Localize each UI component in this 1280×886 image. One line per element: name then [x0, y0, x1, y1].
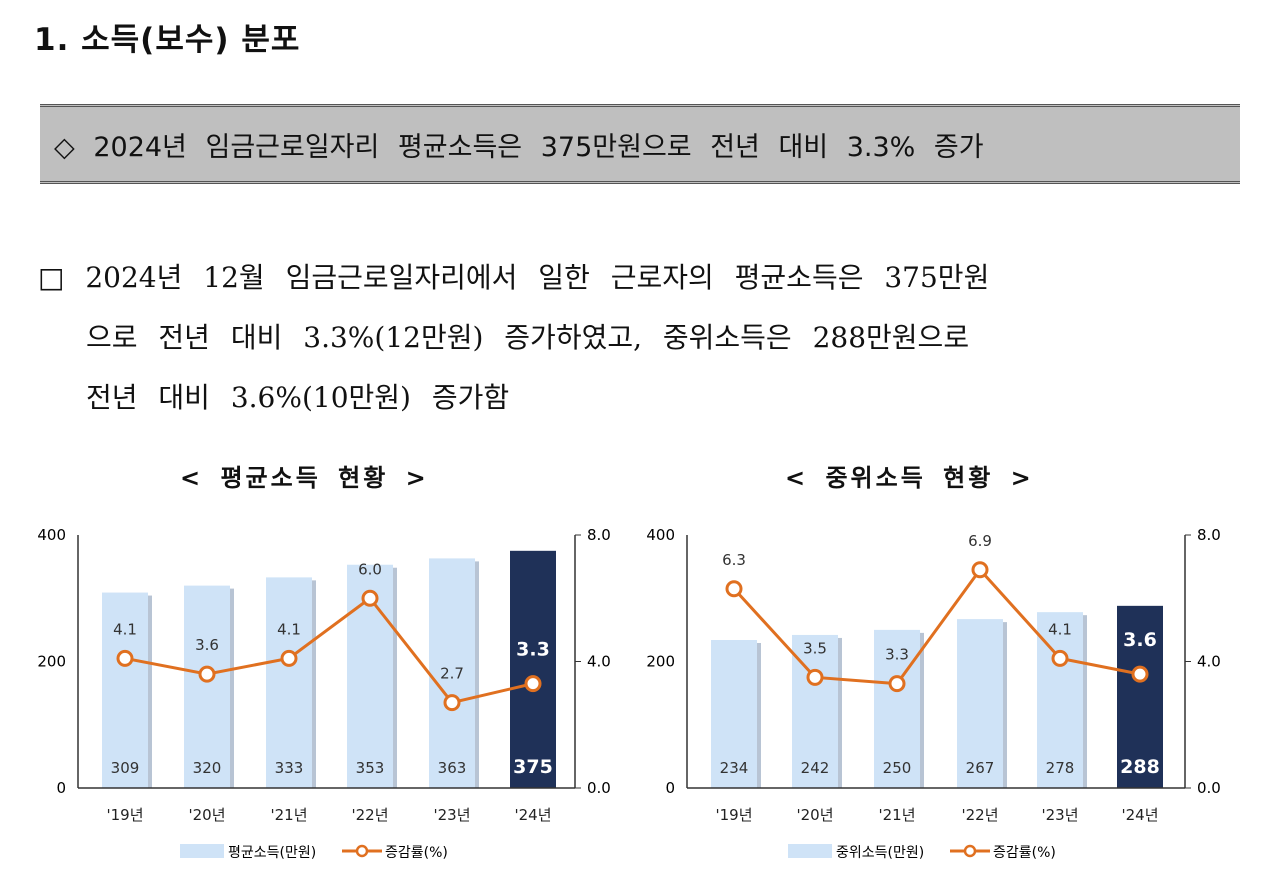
- legend-bar-label: 중위소득(만원): [836, 845, 924, 861]
- rate-label: 6.0: [358, 560, 382, 578]
- rate-label: 4.1: [277, 620, 301, 638]
- x-tick-label: '21년: [270, 806, 307, 824]
- right-tick-label: 4.0: [1197, 653, 1221, 671]
- body-paragraph: □ 2024년 12월 임금근로일자리에서 일한 근로자의 평균소득은 375만…: [38, 248, 1238, 428]
- legend-bar-swatch: [180, 844, 224, 858]
- rate-label: 6.3: [722, 551, 746, 569]
- rate-label: 3.5: [803, 639, 827, 657]
- rate-label: 4.1: [1048, 620, 1072, 638]
- left-tick-label: 0: [56, 779, 66, 797]
- x-tick-label: '22년: [961, 806, 998, 824]
- bar-value-label: 363: [438, 759, 467, 777]
- rate-marker: [1131, 665, 1149, 683]
- x-tick-label: '20년: [188, 806, 225, 824]
- paragraph-line: 으로 전년 대비 3.3%(12만원) 증가하였고, 중위소득은 288만원으로: [86, 321, 970, 354]
- rate-marker: [725, 580, 743, 598]
- bar-value-label: 309: [111, 759, 140, 777]
- legend-line-label: 증감률(%): [993, 845, 1056, 861]
- rate-marker: [361, 589, 379, 607]
- bar: [711, 639, 757, 788]
- rate-marker: [198, 665, 216, 683]
- rate-label: 6.9: [968, 532, 992, 550]
- bar: [1117, 605, 1163, 788]
- summary-box: ◇ 2024년 임금근로일자리 평균소득은 375만원으로 전년 대비 3.3%…: [40, 104, 1240, 184]
- paragraph-line: 전년 대비 3.6%(10만원) 증가함: [86, 381, 510, 414]
- rate-marker: [1051, 649, 1069, 667]
- x-tick-label: '24년: [1121, 806, 1158, 824]
- bar: [102, 592, 148, 788]
- bar-value-label: 320: [193, 759, 222, 777]
- rate-label: 3.6: [195, 636, 219, 654]
- bar-value-label: 250: [883, 759, 912, 777]
- bar-value-label: 353: [356, 759, 385, 777]
- bar-value-label: 333: [275, 759, 304, 777]
- x-tick-label: '19년: [106, 806, 143, 824]
- bar: [184, 585, 230, 788]
- legend-line-marker: [355, 844, 369, 858]
- rate-line: [124, 596, 534, 705]
- left-tick-label: 0: [665, 779, 675, 797]
- chart-title-average: < 평균소득 현황 >: [180, 464, 429, 492]
- left-tick-label: 400: [37, 526, 66, 544]
- paragraph-line: □ 2024년 12월 임금근로일자리에서 일한 근로자의 평균소득은 375만…: [38, 261, 990, 294]
- right-tick-label: 8.0: [587, 526, 611, 544]
- rate-line: [732, 567, 1141, 686]
- summary-text: ◇ 2024년 임금근로일자리 평균소득은 375만원으로 전년 대비 3.3%…: [54, 131, 984, 163]
- left-tick-label: 200: [646, 653, 675, 671]
- rate-label: 3.6: [1123, 629, 1157, 651]
- bar-value-label: 375: [513, 756, 553, 778]
- rate-label: 3.3: [885, 646, 909, 664]
- x-tick-label: '24년: [514, 806, 551, 824]
- rate-label: 2.7: [440, 665, 464, 683]
- bar: [957, 619, 1003, 788]
- bar: [429, 558, 475, 788]
- chart-title-median: < 중위소득 현황 >: [785, 464, 1034, 492]
- legend-line-marker: [963, 844, 977, 858]
- x-tick-label: '21년: [878, 806, 915, 824]
- bar-value-label: 267: [966, 759, 995, 777]
- median-income-chart: 234 '19년 242 '20년 250 '21년 267 '22년 278 '23년 288 '2…: [646, 526, 1221, 861]
- rate-marker: [971, 561, 989, 579]
- right-tick-label: 8.0: [1197, 526, 1221, 544]
- x-tick-label: '19년: [715, 806, 752, 824]
- rate-marker: [443, 694, 461, 712]
- x-tick-label: '23년: [433, 806, 470, 824]
- rate-marker: [888, 675, 906, 693]
- legend-bar-swatch: [788, 844, 832, 858]
- legend-bar-label: 평균소득(만원): [228, 845, 316, 861]
- right-tick-label: 4.0: [587, 653, 611, 671]
- left-tick-label: 200: [37, 653, 66, 671]
- section-title: 1. 소득(보수) 분포: [34, 22, 301, 58]
- bar-value-label: 242: [801, 759, 830, 777]
- x-tick-label: '22년: [351, 806, 388, 824]
- rate-label: 4.1: [113, 620, 137, 638]
- bar: [266, 577, 312, 788]
- right-tick-label: 0.0: [587, 779, 611, 797]
- rate-marker: [116, 649, 134, 667]
- right-tick-label: 0.0: [1197, 779, 1221, 797]
- x-tick-label: '20년: [796, 806, 833, 824]
- rate-marker: [524, 675, 542, 693]
- rate-marker: [280, 649, 298, 667]
- average-income-chart: 309 '19년 320 '20년 333 '21년 353 '22년 363 '23년 375 '2…: [37, 526, 611, 861]
- bar-value-label: 234: [720, 759, 749, 777]
- bar-value-label: 288: [1120, 756, 1160, 778]
- bar-value-label: 278: [1046, 759, 1075, 777]
- rate-label: 3.3: [516, 639, 550, 661]
- bar: [510, 550, 556, 788]
- left-tick-label: 400: [646, 526, 675, 544]
- bar: [874, 629, 920, 788]
- rate-marker: [806, 668, 824, 686]
- legend-line-label: 증감률(%): [385, 845, 448, 861]
- x-tick-label: '23년: [1041, 806, 1078, 824]
